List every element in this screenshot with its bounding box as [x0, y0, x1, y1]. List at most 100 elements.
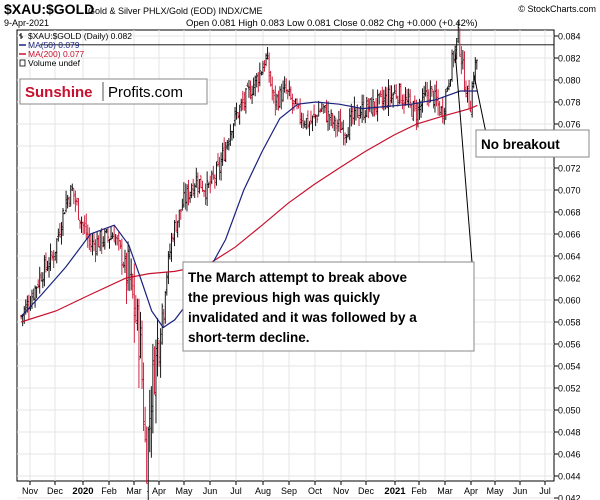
callout-pointer: [473, 74, 487, 134]
y-tick-label: 0.060: [558, 296, 581, 306]
ohlc-bar: [471, 81, 474, 118]
ohlc-bar: [433, 84, 437, 113]
ohlc-bar: [80, 216, 83, 233]
ohlc-bar: [314, 114, 317, 127]
ohlc-bar: [223, 137, 226, 162]
x-tick-label: Apr: [464, 486, 478, 496]
ohlc-bar: [224, 142, 227, 163]
ohlc-bar: [195, 167, 198, 188]
ohlc-bar: [365, 96, 368, 118]
ohlc-bar: [74, 190, 77, 212]
svg-text:Sunshine: Sunshine: [25, 84, 93, 101]
ohlc-bar: [207, 182, 210, 189]
ohlc-bar: [196, 172, 199, 198]
ohlc-bar: [252, 77, 255, 96]
ohlc-bar: [147, 426, 150, 500]
ohlc-bar: [342, 119, 345, 146]
ohlc-bar: [336, 119, 339, 137]
ohlc-bar: [283, 76, 286, 93]
ohlc-bar: [72, 188, 75, 205]
y-tick-label: 0.084: [558, 32, 581, 42]
ohlc-bar: [215, 161, 218, 186]
ohlc-bar: [271, 76, 274, 101]
ohlc-bar: [193, 183, 196, 199]
x-tick-label: Oct: [308, 486, 323, 496]
ohlc-bar: [227, 138, 230, 151]
ohlc-bar: [278, 86, 282, 109]
ohlc-bar: [260, 71, 263, 76]
ohlc-bar: [255, 73, 258, 88]
ohlc-bar: [326, 101, 330, 131]
ohlc-bar: [452, 50, 455, 68]
ohlc-bar: [350, 103, 353, 127]
ohlc-bar: [378, 93, 381, 105]
y-tick-label: 0.044: [558, 472, 581, 482]
x-tick-label: Nov: [333, 486, 350, 496]
ohlc-bar: [140, 320, 144, 389]
ohlc-bar: [289, 86, 292, 100]
ohlc-bar: [106, 227, 110, 243]
y-tick-label: 0.042: [558, 494, 581, 500]
ohlc-bar: [392, 92, 395, 108]
ohlc-bar: [151, 343, 154, 434]
ohlc-bar: [404, 87, 407, 106]
ohlc-bar: [185, 184, 189, 212]
ohlc-bar: [295, 98, 299, 110]
ohlc-bar: [419, 100, 423, 118]
ohlc-bar: [92, 231, 96, 252]
ohlc-bar: [103, 228, 106, 250]
y-tick-label: 0.062: [558, 274, 581, 284]
ohlc-bar: [328, 113, 331, 130]
ohlc-bar: [432, 90, 435, 109]
ohlc-bar: [111, 232, 114, 239]
legend-price: $XAU:$GOLD (Daily) 0.082: [28, 31, 132, 41]
ohlc-bar: [331, 113, 334, 129]
ohlc-bar: [232, 123, 235, 139]
ohlc-bar: [305, 118, 308, 130]
ohlc-bar: [309, 110, 313, 125]
no-breakout-label: No breakout: [481, 137, 560, 152]
ohlc-bar: [275, 93, 278, 111]
svg-text:Profits.com: Profits.com: [108, 84, 183, 101]
ohlc-bar: [306, 110, 309, 129]
ohlc-bar: [357, 107, 361, 126]
ohlc-bar: [450, 49, 454, 82]
ohlc-bar: [187, 179, 190, 206]
y-tick-label: 0.066: [558, 230, 581, 240]
march-attempt-line-3: invalidated and it was followed by a: [188, 310, 417, 325]
y-tick-label: 0.082: [558, 54, 581, 64]
ohlc-bar: [409, 89, 412, 109]
ohlc-bar: [71, 183, 74, 192]
ohlc-bar: [388, 85, 392, 108]
ohlc-bar: [94, 239, 97, 263]
ohlc-bar: [116, 235, 119, 246]
ohlc-bar: [60, 221, 63, 245]
box-swatch-icon: [19, 59, 26, 67]
y-tick-label: 0.068: [558, 208, 581, 218]
ohlc-bar: [303, 120, 306, 128]
sunshine-profits-logo: Sunshine Profits.com: [19, 78, 208, 105]
ohlc-bar: [399, 83, 402, 104]
ohlc-bar: [280, 83, 283, 110]
ohlc-bar: [393, 84, 396, 94]
y-tick-label: 0.046: [558, 450, 581, 460]
ohlc-bar: [202, 189, 206, 197]
ohlc-bar: [88, 227, 91, 250]
ohlc-bar: [52, 249, 55, 269]
ohlc-bar: [258, 62, 261, 87]
ohlc-bar: [139, 311, 142, 359]
y-tick-label: 0.048: [558, 428, 581, 438]
ohlc-bar: [264, 53, 268, 67]
ma50-line: [20, 90, 478, 329]
ohlc-bar: [269, 70, 272, 87]
ohlc-bar: [429, 80, 432, 103]
x-tick-label: Nov: [22, 486, 39, 496]
ohlc-bar: [466, 85, 469, 103]
ohlc-bar: [184, 183, 187, 210]
ohlc-bar: [263, 60, 266, 72]
ohlc-bar: [148, 389, 151, 453]
ohlc-bar: [175, 214, 178, 232]
ohlc-bar: [162, 308, 165, 328]
ohlc-bar: [198, 179, 201, 194]
ohlc-bar: [460, 46, 463, 75]
